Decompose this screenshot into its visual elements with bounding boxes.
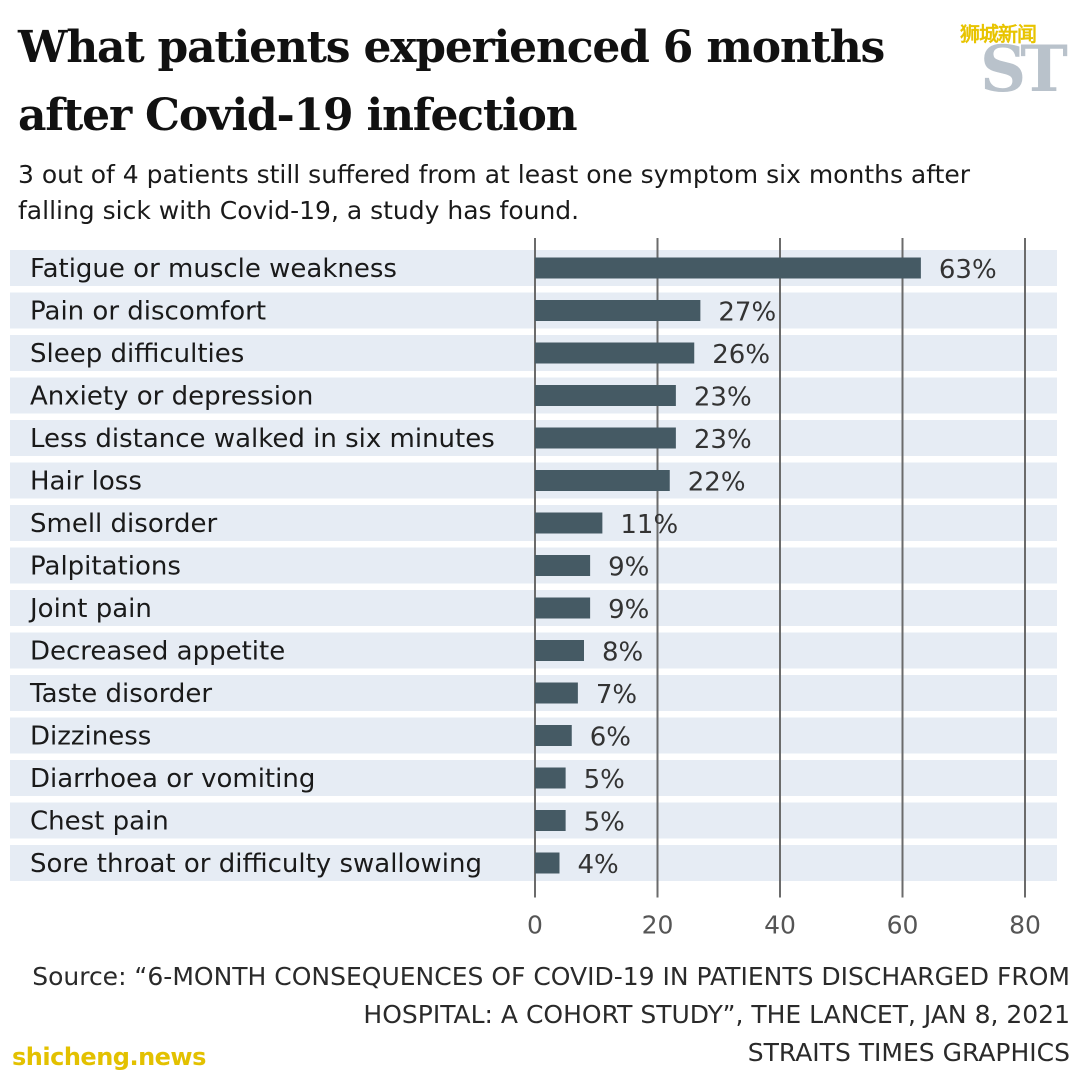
bar — [535, 725, 572, 746]
category-label: Less distance walked in six minutes — [30, 424, 495, 454]
row-band — [10, 845, 1057, 881]
st-logo: ST 狮城新闻 — [960, 18, 1070, 107]
category-label: Decreased appetite — [30, 637, 285, 667]
category-label: Anxiety or depression — [30, 382, 313, 412]
row-band — [10, 335, 1057, 371]
bars — [535, 257, 921, 874]
row-band — [10, 505, 1057, 541]
category-label: Smell disorder — [30, 509, 217, 539]
x-tick-label: 0 — [527, 911, 543, 940]
value-label: 26% — [712, 340, 770, 370]
row-band — [10, 717, 1057, 754]
row-band — [10, 420, 1057, 456]
x-axis-ticks: 0 20 40 60 80 — [527, 911, 1041, 940]
bar — [535, 767, 566, 789]
value-label: 63% — [939, 255, 997, 285]
row-band — [10, 632, 1057, 669]
category-label: Sore throat or difficulty swallowing — [30, 849, 482, 879]
value-label: 9% — [608, 595, 649, 625]
value-label: 11% — [620, 510, 678, 540]
value-label: 7% — [596, 680, 637, 710]
category-label: Joint pain — [28, 594, 152, 624]
row-band — [10, 675, 1057, 711]
source-note: Source: “6-MONTH CONSEQUENCES OF COVID-1… — [30, 958, 1070, 1072]
bar — [535, 810, 566, 831]
category-label: Taste disorder — [29, 679, 212, 709]
chart-subtitle: 3 out of 4 patients still suffered from … — [18, 160, 971, 225]
category-label: Pain or discomfort — [30, 297, 266, 327]
category-label: Fatigue or muscle weakness — [30, 254, 397, 284]
value-label: 4% — [578, 850, 619, 880]
category-label: Chest pain — [30, 807, 169, 837]
row-band — [10, 292, 1057, 329]
bar-chart: Fatigue or muscle weakness Pain or discom… — [10, 238, 1057, 940]
bar — [535, 342, 695, 364]
row-band — [10, 547, 1057, 584]
bar — [535, 257, 921, 279]
source-citation: Source: “6-MONTH CONSEQUENCES OF COVID-1… — [32, 962, 1070, 1029]
category-label: Sleep difficulties — [30, 339, 244, 369]
row-band — [10, 377, 1057, 414]
row-band — [10, 462, 1057, 499]
value-label: 22% — [688, 468, 746, 498]
row-bands — [10, 250, 1057, 881]
category-label: Dizziness — [30, 722, 151, 752]
value-label: 5% — [584, 765, 625, 795]
site-watermark: shicheng.news — [12, 1043, 206, 1071]
bar — [535, 427, 676, 449]
value-label: 6% — [590, 723, 631, 753]
value-label: 23% — [694, 383, 752, 413]
graphics-credit: STRAITS TIMES GRAPHICS — [747, 1038, 1070, 1067]
bar — [535, 852, 560, 874]
x-tick-label: 20 — [642, 911, 674, 940]
row-band — [10, 760, 1057, 796]
category-label: Hair loss — [30, 467, 142, 497]
x-tick-label: 60 — [887, 911, 919, 940]
bar — [535, 640, 584, 661]
category-label: Palpitations — [30, 552, 181, 582]
bar — [535, 512, 603, 534]
value-label: 5% — [584, 808, 625, 838]
bar — [535, 470, 670, 491]
bar — [535, 300, 701, 321]
x-tick-label: 40 — [764, 911, 796, 940]
category-labels: Fatigue or muscle weakness Pain or discom… — [28, 254, 495, 879]
value-labels: 63% 27% 26% 23% 23% 22% 11% 9% 9% 8% 7% 6% 5% 5% 4% — [578, 255, 997, 880]
chart-title: What patients experienced 6 months after… — [18, 22, 885, 141]
bar — [535, 385, 676, 406]
row-band — [10, 590, 1057, 626]
value-label: 8% — [602, 638, 643, 668]
value-label: 23% — [694, 425, 752, 455]
row-band — [10, 802, 1057, 839]
bar — [535, 682, 578, 704]
x-tick-label: 80 — [1009, 911, 1041, 940]
category-label: Diarrhoea or vomiting — [30, 764, 315, 794]
st-logo-letters: ST — [980, 32, 1068, 107]
chinese-brand-mark: 狮城新闻 — [960, 22, 1037, 46]
bar — [535, 555, 591, 576]
bar — [535, 597, 591, 619]
value-label: 27% — [718, 298, 776, 328]
value-label: 9% — [608, 553, 649, 583]
